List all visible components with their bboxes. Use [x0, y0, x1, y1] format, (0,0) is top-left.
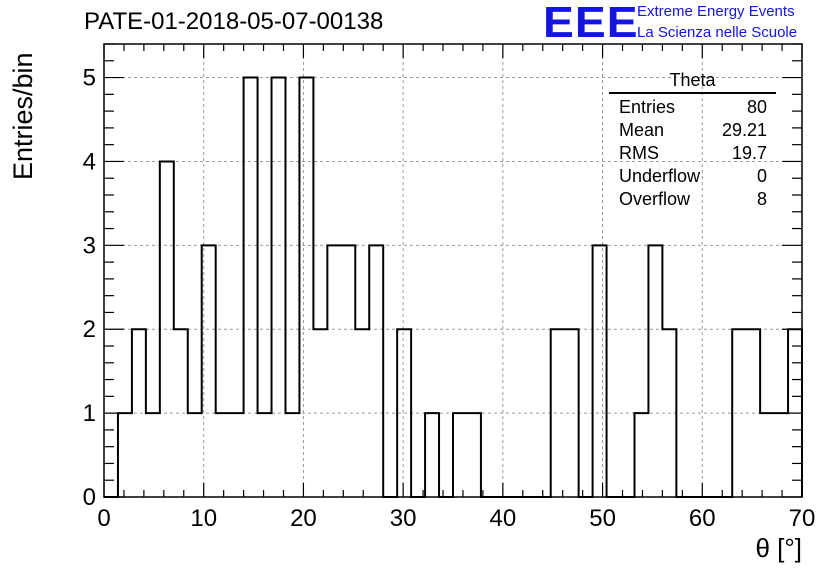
histogram-bin	[146, 413, 160, 497]
y-tick-label: 5	[83, 65, 96, 92]
x-tick-label: 70	[789, 505, 816, 532]
histogram-bin	[565, 329, 579, 497]
histogram-bin	[216, 413, 230, 497]
x-tick-label: 60	[689, 505, 716, 532]
x-tick-label: 40	[490, 505, 517, 532]
histogram-bin	[202, 245, 216, 497]
histogram-bin	[285, 413, 299, 497]
x-tick-label: 20	[290, 505, 317, 532]
chart-title: PATE-01-2018-05-07-00138	[84, 8, 384, 35]
histogram-bin	[132, 329, 146, 497]
y-tick-labels: 0 1 2 3 4 5	[83, 65, 96, 511]
x-tick-labels: 0 10 20 30 40 50 60 70	[97, 505, 815, 532]
x-tick-label: 30	[390, 505, 417, 532]
histogram-bin	[453, 413, 467, 497]
stats-value: 8	[756, 189, 767, 209]
histogram-bin	[355, 329, 369, 497]
stats-row-underflow: Underflow 0	[609, 165, 776, 188]
org-name-line2: La Scienza nelle Scuole	[637, 24, 798, 41]
histogram-bin	[774, 413, 788, 497]
histogram-bin	[188, 413, 202, 497]
stats-value: 29.21	[721, 120, 767, 140]
plot-frame	[103, 43, 803, 498]
histogram-bin	[299, 78, 313, 497]
histogram-bin	[327, 245, 341, 497]
histogram-bin	[760, 413, 774, 497]
histogram-bin	[174, 329, 188, 497]
stats-value: 19.7	[731, 143, 767, 163]
histogram-bin	[244, 78, 258, 497]
stats-value: 80	[746, 97, 767, 117]
histogram-bin	[746, 329, 760, 497]
histogram-bin	[160, 161, 174, 497]
histogram-bin	[593, 245, 607, 497]
stats-label: Mean	[619, 120, 665, 140]
histogram-bin	[118, 413, 132, 497]
y-tick-label: 3	[83, 232, 96, 259]
stats-value: 0	[756, 166, 767, 186]
stats-label: RMS	[619, 143, 659, 163]
stats-row-mean: Mean 29.21	[609, 119, 776, 142]
histogram-bin	[397, 329, 411, 497]
stats-box: Theta Entries 80 Mean 29.21 RMS 19.7 Underf…	[609, 70, 776, 211]
org-name-line1: Extreme Energy Events	[637, 3, 795, 20]
y-tick-label: 1	[83, 400, 96, 427]
histogram-bin	[634, 413, 648, 497]
y-axis-label: Entries/bin	[8, 52, 38, 180]
histogram-bin	[258, 413, 272, 497]
stats-row-rms: RMS 19.7	[609, 142, 776, 165]
x-tick-label: 0	[97, 505, 110, 532]
histogram-bin	[732, 329, 746, 497]
histogram-bin	[313, 329, 327, 497]
stats-label: Underflow	[619, 166, 701, 186]
histogram-bin	[341, 245, 355, 497]
y-tick-label: 4	[83, 148, 96, 175]
histogram-bin	[551, 329, 565, 497]
stats-row-entries: Entries 80	[609, 96, 776, 119]
x-axis-label: θ [°]	[755, 533, 802, 563]
stats-row-overflow: Overflow 8	[609, 188, 776, 211]
histogram-bin	[467, 413, 481, 497]
histogram-bin	[272, 78, 286, 497]
histogram-bin	[230, 413, 244, 497]
stats-label: Entries	[619, 97, 676, 117]
histogram-bin	[662, 329, 676, 497]
axis-ticks	[103, 43, 803, 498]
x-tick-label: 50	[589, 505, 616, 532]
y-tick-label: 0	[83, 484, 96, 511]
stats-label: Overflow	[619, 189, 691, 209]
stats-title: Theta	[609, 70, 776, 94]
histogram-bin	[648, 245, 662, 497]
y-tick-label: 2	[83, 316, 96, 343]
eee-logo: EEE	[543, 0, 639, 47]
x-tick-label: 10	[190, 505, 217, 532]
histogram-bin	[425, 413, 439, 497]
histogram-bin	[369, 245, 383, 497]
